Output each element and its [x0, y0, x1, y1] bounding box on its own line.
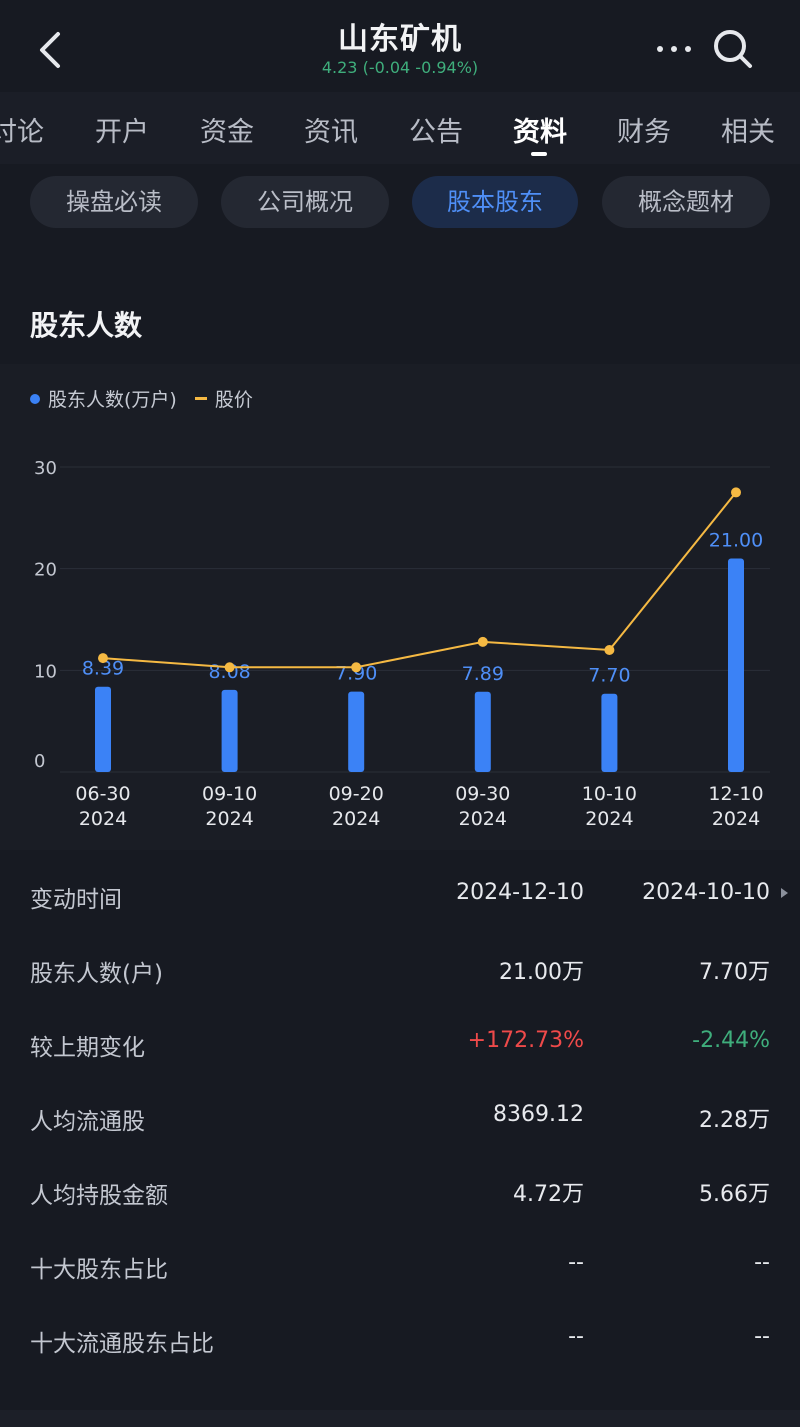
tab-discussion[interactable]: 讨论: [0, 117, 44, 148]
section-title: 股东人数: [30, 309, 143, 342]
row-label: 十大流通股东占比: [30, 1331, 214, 1357]
price-point: [731, 487, 741, 498]
table-row: 十大股东占比 -- --: [0, 1230, 800, 1304]
row-value-1: 21.00万: [499, 960, 584, 985]
bar-data-label: 7.89: [462, 663, 504, 685]
scroll-right-arrow-icon[interactable]: [781, 888, 788, 898]
row-label: 变动时间: [30, 887, 122, 913]
x-tick-label: 2024: [459, 808, 507, 830]
legend-series1: 股东人数(万户): [48, 389, 177, 411]
tab-announcements[interactable]: 公告: [409, 117, 463, 148]
tab-open-account[interactable]: 开户: [95, 117, 149, 148]
row-value-2: 2.28万: [699, 1108, 770, 1133]
tab-finance[interactable]: 财务: [617, 117, 671, 148]
x-tick-label: 09-10: [202, 783, 257, 805]
chip-company-overview[interactable]: 公司概况: [221, 176, 389, 228]
bar: [348, 691, 365, 772]
row-label: 十大股东占比: [30, 1257, 168, 1283]
sub-tab-chips: 操盘必读 公司概况 股本股东 概念题材: [0, 164, 800, 248]
bar: [728, 558, 744, 772]
legend-bar-swatch: [30, 393, 40, 404]
chip-concepts[interactable]: 概念题材: [602, 176, 770, 228]
price-point: [604, 645, 615, 655]
row-label: 人均流通股: [30, 1109, 145, 1135]
y-tick-label: 0: [34, 751, 45, 772]
chart-panel: [0, 364, 800, 850]
price-point: [98, 653, 108, 664]
x-tick-label: 2024: [79, 808, 127, 830]
top-bar: 山东矿机 4.23 (-0.04 -0.94%): [0, 0, 800, 92]
legend-series2: 股价: [214, 389, 253, 411]
row-value-1: 4.72万: [513, 1182, 584, 1207]
bar: [474, 691, 491, 772]
row-value-1: 2024-12-10: [456, 880, 584, 905]
bar-data-label: 7.70: [588, 665, 630, 687]
row-label: 较上期变化: [30, 1035, 145, 1061]
x-tick-label: 09-30: [455, 783, 510, 805]
x-tick-label: 09-20: [329, 783, 384, 805]
x-tick-label: 10-10: [582, 783, 637, 805]
bar-data-label: 8.39: [82, 658, 124, 680]
tab-news[interactable]: 资讯: [304, 117, 358, 148]
tab-related[interactable]: 相关: [721, 117, 775, 148]
row-value-1: --: [568, 1324, 584, 1349]
table-row: 人均持股金额 4.72万 5.66万: [0, 1156, 800, 1230]
row-value-2: 7.70万: [699, 960, 770, 985]
stock-name: 山东矿机: [338, 22, 462, 57]
row-value-2: --: [754, 1250, 770, 1275]
y-tick-label: 30: [34, 458, 57, 479]
x-tick-label: 06-30: [75, 783, 130, 805]
table-row: 较上期变化 +172.73% -2.44%: [0, 1008, 800, 1082]
row-value-2: 5.66万: [699, 1182, 770, 1207]
tab-funds[interactable]: 资金: [200, 117, 254, 148]
shareholder-chart: 01020308.398.087.907.897.7021.0006-30202…: [34, 458, 770, 830]
table-row: 人均流通股 8369.12 2.28万: [0, 1082, 800, 1156]
row-value-2: -2.44%: [692, 1028, 770, 1053]
bar-data-label: 21.00: [709, 530, 763, 552]
back-arrow-icon[interactable]: [28, 28, 72, 72]
table-row: 十大流通股东占比 -- --: [0, 1304, 800, 1378]
more-icon[interactable]: [654, 34, 694, 64]
chip-trading-guide[interactable]: 操盘必读: [30, 176, 198, 228]
x-tick-label: 12-10: [708, 783, 763, 805]
search-icon[interactable]: [710, 26, 756, 72]
bar: [601, 693, 618, 772]
tab-profile[interactable]: 资料: [513, 117, 567, 148]
row-value-1: 8369.12: [493, 1102, 584, 1127]
row-value-2: 2024-10-10: [642, 880, 770, 905]
top-tab-bar: 讨论 开户 资金 资讯 公告 资料 财务 相关: [0, 92, 800, 164]
chip-shareholders[interactable]: 股本股东: [412, 176, 578, 228]
y-tick-label: 10: [34, 661, 57, 682]
price-point: [477, 636, 488, 647]
row-value-1: +172.73%: [467, 1028, 584, 1053]
x-tick-label: 2024: [205, 808, 253, 830]
active-tab-indicator: [531, 152, 547, 156]
price-line: [102, 491, 737, 669]
y-tick-label: 20: [34, 560, 57, 581]
legend-line-swatch: [194, 397, 207, 400]
row-label: 人均持股金额: [30, 1183, 168, 1209]
x-tick-label: 2024: [585, 808, 633, 830]
price-point: [351, 662, 362, 673]
bar: [221, 689, 238, 772]
row-value-2: --: [754, 1324, 770, 1349]
x-tick-label: 2024: [712, 808, 760, 830]
bar: [95, 686, 111, 772]
row-label: 股东人数(户): [30, 961, 163, 987]
row-value-1: --: [568, 1250, 584, 1275]
x-tick-label: 2024: [332, 808, 380, 830]
chart-legend: 股东人数(万户) 股价: [30, 385, 253, 412]
table-row: 变动时间 2024-12-10 2024-10-10: [0, 860, 800, 934]
bottom-edge: [0, 1410, 800, 1427]
table-row: 股东人数(户) 21.00万 7.70万: [0, 934, 800, 1008]
price-point: [224, 662, 235, 673]
stock-quote: 4.23 (-0.04 -0.94%): [321, 58, 479, 77]
